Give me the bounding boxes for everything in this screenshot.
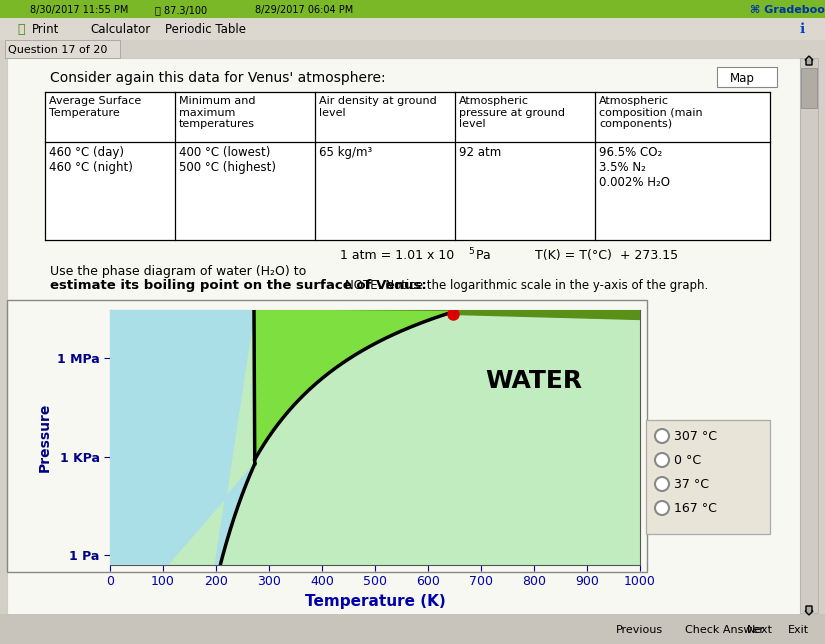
Bar	[45, 92, 770, 240]
Bar	[7, 300, 647, 572]
Text: 🌲: 🌲	[17, 23, 25, 35]
Text: Minimum and
maximum
temperatures: Minimum and maximum temperatures	[179, 96, 256, 129]
Polygon shape	[254, 310, 453, 314]
Polygon shape	[254, 310, 453, 464]
Polygon shape	[110, 310, 255, 631]
Circle shape	[655, 429, 669, 443]
Polygon shape	[110, 310, 255, 631]
Text: 37 °C: 37 °C	[674, 477, 709, 491]
Text: NOTE: Notice the logarithmic scale in the y-axis of the graph.: NOTE: Notice the logarithmic scale in th…	[345, 278, 708, 292]
FancyArrow shape	[805, 56, 813, 65]
Circle shape	[655, 477, 669, 491]
Bar	[0, 0, 825, 18]
Bar	[801, 68, 817, 108]
Bar	[800, 58, 818, 613]
Text: 400 °C (lowest)
500 °C (highest): 400 °C (lowest) 500 °C (highest)	[179, 146, 276, 174]
Text: Atmospheric
pressure at ground
level: Atmospheric pressure at ground level	[459, 96, 565, 129]
Text: Calculator: Calculator	[90, 23, 150, 35]
Circle shape	[655, 501, 669, 515]
Text: Average Surface
Temperature: Average Surface Temperature	[49, 96, 141, 118]
Text: Air density at ground
level: Air density at ground level	[319, 96, 436, 118]
X-axis label: Temperature (K): Temperature (K)	[304, 594, 446, 609]
Text: 8/29/2017 06:04 PM: 8/29/2017 06:04 PM	[255, 5, 353, 15]
Text: Atmospheric
composition (main
components): Atmospheric composition (main components…	[599, 96, 703, 129]
Circle shape	[655, 453, 669, 467]
Text: ⌘ Gradebook: ⌘ Gradebook	[750, 5, 825, 15]
Text: Periodic Table: Periodic Table	[165, 23, 246, 35]
FancyArrow shape	[805, 606, 813, 615]
Bar	[0, 18, 825, 40]
Polygon shape	[254, 310, 453, 464]
Text: Pa: Pa	[472, 249, 491, 261]
Text: Consider again this data for Venus' atmosphere:: Consider again this data for Venus' atmo…	[50, 71, 385, 85]
Bar	[7, 58, 800, 630]
Text: 92 atm: 92 atm	[459, 146, 502, 159]
Text: Exit: Exit	[788, 625, 809, 635]
Text: Previous: Previous	[616, 625, 663, 635]
Text: 460 °C (day)
460 °C (night): 460 °C (day) 460 °C (night)	[49, 146, 133, 174]
Text: 0 °C: 0 °C	[674, 453, 701, 466]
Bar	[0, 614, 825, 644]
Bar	[0, 0, 825, 18]
Text: WATER: WATER	[485, 370, 582, 393]
Text: ℹ: ℹ	[800, 22, 805, 36]
FancyBboxPatch shape	[646, 420, 770, 534]
Text: 307 °C: 307 °C	[674, 430, 717, 442]
Polygon shape	[254, 310, 640, 319]
Text: estimate its boiling point on the surface of Venus:: estimate its boiling point on the surfac…	[50, 278, 427, 292]
Text: 5: 5	[468, 247, 474, 256]
Text: 1 atm = 1.01 x 10: 1 atm = 1.01 x 10	[340, 249, 455, 261]
Text: Map: Map	[730, 71, 755, 84]
Y-axis label: Pressure: Pressure	[37, 402, 51, 472]
Text: Next: Next	[747, 625, 773, 635]
FancyBboxPatch shape	[717, 67, 777, 87]
Text: 96.5% CO₂
3.5% N₂
0.002% H₂O: 96.5% CO₂ 3.5% N₂ 0.002% H₂O	[599, 146, 670, 189]
Text: 8/30/2017 11:55 PM: 8/30/2017 11:55 PM	[30, 5, 129, 15]
FancyBboxPatch shape	[5, 40, 120, 58]
Text: Print: Print	[32, 23, 59, 35]
Text: Ⓐ 87.3/100: Ⓐ 87.3/100	[155, 5, 207, 15]
Text: 65 kg/m³: 65 kg/m³	[319, 146, 372, 159]
Text: 167 °C: 167 °C	[674, 502, 717, 515]
Text: Check Answer: Check Answer	[685, 625, 764, 635]
Text: T(K) = T(°C)  + 273.15: T(K) = T(°C) + 273.15	[535, 249, 678, 261]
Text: Question 17 of 20: Question 17 of 20	[8, 45, 107, 55]
Text: Use the phase diagram of water (H₂O) to: Use the phase diagram of water (H₂O) to	[50, 265, 306, 278]
